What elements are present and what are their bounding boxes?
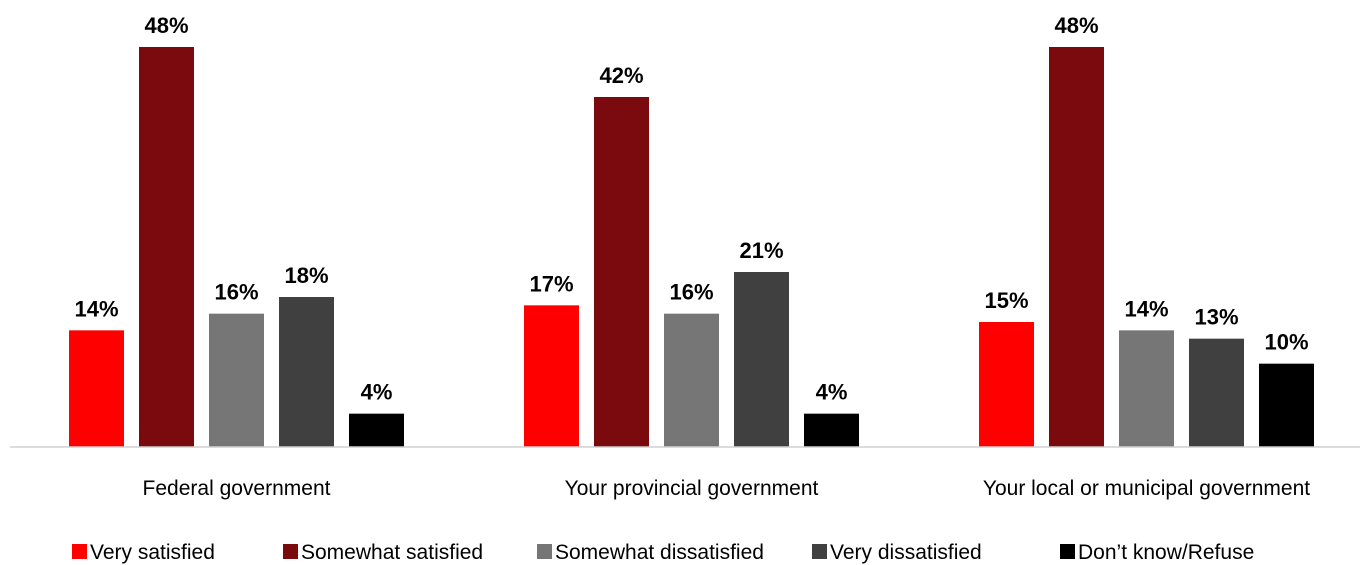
bar [734,272,789,447]
bar [1189,338,1244,447]
data-label: 14% [1124,296,1168,321]
bars-layer: 14% 48% 16% 18% 4% 17% 42% 16% 21% 4% 15% 48% 14% 13%… [69,13,1314,447]
bar [279,297,334,447]
data-label: 15% [984,288,1028,313]
legend-swatch [283,544,298,559]
bar [979,322,1034,447]
bar [524,305,579,447]
legend-label: Very satisfied [90,541,215,564]
legend-swatch [72,544,87,559]
legend-label: Very dissatisfied [830,541,982,564]
data-label: 21% [739,238,783,263]
bar [594,97,649,447]
bar [349,413,404,447]
bar [1259,363,1314,447]
bar [804,413,859,447]
legend-swatch [1060,544,1075,559]
data-label: 48% [1054,13,1098,38]
data-label: 14% [74,296,118,321]
category-labels: Federal government Your provincial govern… [143,477,1311,500]
data-label: 16% [669,280,713,305]
data-label: 13% [1194,305,1238,330]
bar [1049,47,1104,447]
data-label: 16% [214,280,258,305]
data-label: 42% [599,63,643,88]
legend-swatch [537,544,552,559]
data-label: 4% [361,380,393,405]
data-label: 17% [529,271,573,296]
bar [69,330,124,447]
bar [209,313,264,447]
bar [139,47,194,447]
bar [664,313,719,447]
data-label: 4% [816,380,848,405]
bar [1119,330,1174,447]
legend-label: Somewhat dissatisfied [555,541,764,564]
category-label: Your local or municipal government [983,477,1310,500]
category-label: Federal government [143,477,331,500]
data-label: 10% [1264,330,1308,355]
legend-label: Don’t know/Refuse [1078,541,1254,564]
data-label: 48% [144,13,188,38]
category-label: Your provincial government [565,477,819,500]
data-label: 18% [284,263,328,288]
legend: Very satisfied Somewhat satisfied Somewhat… [72,541,1254,564]
legend-swatch [812,544,827,559]
legend-label: Somewhat satisfied [301,541,483,564]
